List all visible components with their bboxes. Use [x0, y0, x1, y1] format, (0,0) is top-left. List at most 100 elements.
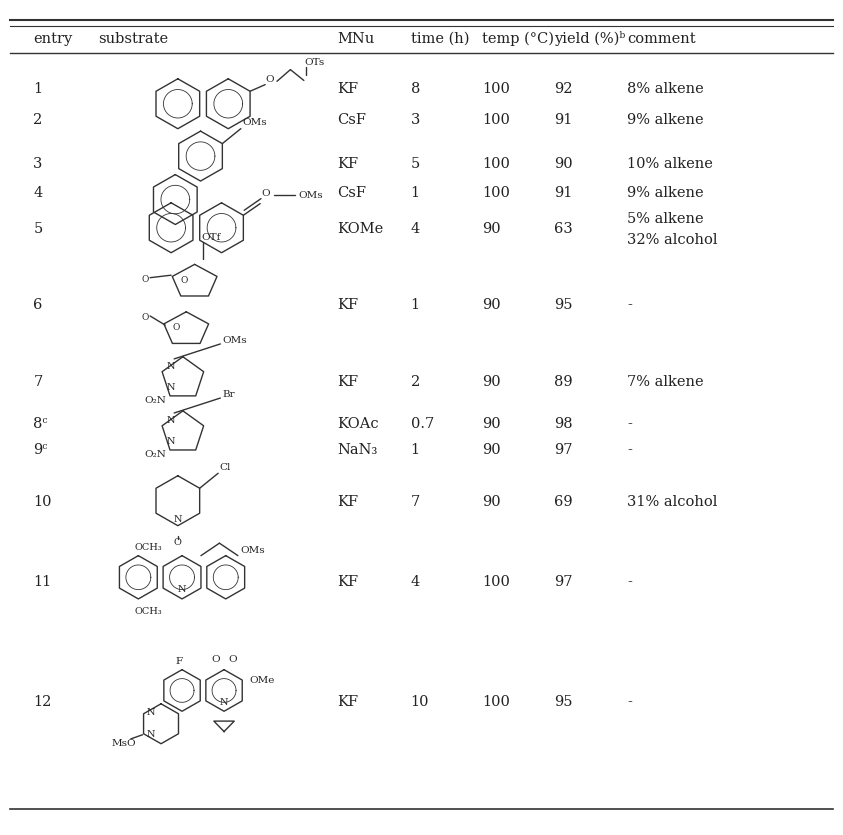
Text: 9% alkene: 9% alkene — [627, 186, 704, 200]
Text: 89: 89 — [554, 375, 573, 389]
Text: -: - — [627, 298, 632, 312]
Text: 97: 97 — [554, 575, 572, 590]
Text: comment: comment — [627, 32, 696, 46]
Text: temp (°C): temp (°C) — [482, 32, 554, 46]
Text: 91: 91 — [554, 113, 572, 127]
Text: OTf: OTf — [201, 233, 221, 242]
Text: 3: 3 — [411, 113, 420, 127]
Text: 2: 2 — [34, 113, 42, 127]
Text: N: N — [147, 708, 155, 717]
Text: KF: KF — [337, 695, 358, 709]
Text: 12: 12 — [34, 695, 51, 709]
Text: substrate: substrate — [98, 32, 168, 46]
Text: -: - — [627, 695, 632, 709]
Text: 7% alkene: 7% alkene — [627, 375, 704, 389]
Text: KF: KF — [337, 298, 358, 312]
Text: 90: 90 — [482, 443, 501, 457]
Text: 100: 100 — [482, 186, 510, 200]
Text: OTs: OTs — [304, 58, 325, 68]
Text: KF: KF — [337, 375, 358, 389]
Text: 4: 4 — [411, 575, 420, 590]
Text: 1: 1 — [411, 298, 420, 312]
Text: 63: 63 — [554, 222, 573, 236]
Text: 2: 2 — [411, 375, 420, 389]
Text: 92: 92 — [554, 82, 572, 96]
Text: 5: 5 — [34, 222, 42, 236]
Text: OMs: OMs — [223, 337, 248, 345]
Text: 0.7: 0.7 — [411, 418, 434, 431]
Text: Cl: Cl — [220, 463, 231, 472]
Text: CsF: CsF — [337, 186, 367, 200]
Text: 90: 90 — [554, 157, 573, 170]
Text: O₂N: O₂N — [144, 449, 166, 458]
Text: KF: KF — [337, 82, 358, 96]
Text: 98: 98 — [554, 418, 573, 431]
Text: 7: 7 — [34, 375, 42, 389]
Text: O: O — [173, 323, 180, 332]
Text: 90: 90 — [482, 375, 501, 389]
Text: 9ᶜ: 9ᶜ — [34, 443, 48, 457]
Text: CsF: CsF — [337, 113, 367, 127]
Text: N: N — [220, 698, 228, 707]
Text: O: O — [142, 275, 149, 284]
Text: entry: entry — [34, 32, 72, 46]
Text: 90: 90 — [482, 495, 501, 509]
Text: N: N — [147, 731, 155, 739]
Text: OMs: OMs — [243, 119, 267, 127]
Text: 31% alcohol: 31% alcohol — [627, 495, 717, 509]
Text: 1: 1 — [34, 82, 42, 96]
Text: 7: 7 — [411, 495, 420, 509]
Text: 90: 90 — [482, 222, 501, 236]
Text: MsO: MsO — [111, 739, 136, 747]
Text: O: O — [265, 75, 274, 84]
Text: O: O — [261, 190, 271, 198]
Text: O: O — [212, 655, 220, 664]
Text: 5: 5 — [411, 157, 420, 170]
Text: 100: 100 — [482, 82, 510, 96]
Text: KF: KF — [337, 575, 358, 590]
Text: -: - — [627, 575, 632, 590]
Text: Br: Br — [223, 390, 235, 399]
Text: OCH₃: OCH₃ — [134, 543, 162, 552]
Text: 4: 4 — [411, 222, 420, 236]
Text: 8: 8 — [411, 82, 420, 96]
Text: 9% alkene: 9% alkene — [627, 113, 704, 127]
Text: KF: KF — [337, 495, 358, 509]
Text: N: N — [167, 416, 175, 425]
Text: yield (%)ᵇ: yield (%)ᵇ — [554, 32, 626, 46]
Text: 91: 91 — [554, 186, 572, 200]
Text: 100: 100 — [482, 695, 510, 709]
Text: O: O — [174, 538, 182, 547]
Text: 1: 1 — [411, 186, 420, 200]
Text: N: N — [167, 382, 175, 392]
Text: O₂N: O₂N — [144, 396, 166, 404]
Text: 3: 3 — [34, 157, 43, 170]
Text: 100: 100 — [482, 157, 510, 170]
Text: 97: 97 — [554, 443, 572, 457]
Text: 5% alkene: 5% alkene — [627, 211, 704, 225]
Text: 32% alcohol: 32% alcohol — [627, 233, 718, 247]
Text: OMs: OMs — [298, 190, 323, 200]
Text: 11: 11 — [34, 575, 51, 590]
Text: N: N — [167, 362, 175, 371]
Text: 6: 6 — [34, 298, 43, 312]
Text: 90: 90 — [482, 418, 501, 431]
Text: OMe: OMe — [250, 676, 275, 685]
Text: F: F — [175, 657, 183, 665]
Text: 1: 1 — [411, 443, 420, 457]
Text: KOAc: KOAc — [337, 418, 379, 431]
Text: O: O — [142, 313, 149, 322]
Text: N: N — [174, 515, 182, 524]
Text: KOMe: KOMe — [337, 222, 384, 236]
Text: 90: 90 — [482, 298, 501, 312]
Text: KF: KF — [337, 157, 358, 170]
Text: O: O — [181, 276, 188, 285]
Text: 95: 95 — [554, 695, 572, 709]
Text: MNu: MNu — [337, 32, 375, 46]
Text: OCH₃: OCH₃ — [134, 607, 162, 616]
Text: N: N — [167, 437, 175, 446]
Text: -: - — [627, 443, 632, 457]
Text: 10% alkene: 10% alkene — [627, 157, 713, 170]
Text: 4: 4 — [34, 186, 42, 200]
Text: 8% alkene: 8% alkene — [627, 82, 704, 96]
